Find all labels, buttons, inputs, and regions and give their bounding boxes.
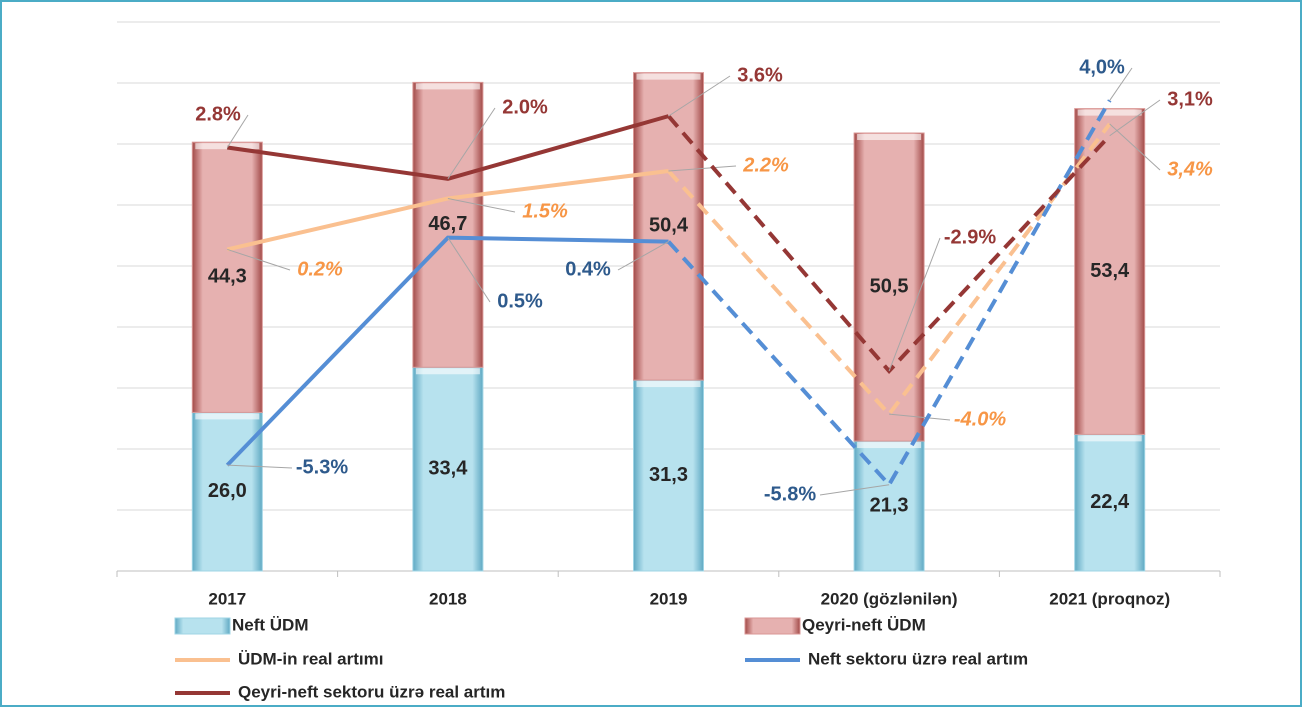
- legend-label: Qeyri-neft ÜDM: [802, 615, 926, 634]
- bar-value-label: 21,3: [870, 494, 909, 516]
- bar-bevel: [415, 83, 480, 90]
- line-value-label: 2.0%: [502, 96, 548, 118]
- line-value-label: -4.0%: [954, 408, 1006, 430]
- legend-swatch: [744, 617, 801, 635]
- bar-bevel: [415, 368, 480, 375]
- bar-value-label: 22,4: [1090, 491, 1130, 513]
- leader-line: [227, 464, 293, 469]
- bar-value-label: 50,4: [649, 215, 689, 237]
- leader-line: [1109, 67, 1133, 101]
- legend-label: ÜDM-in real artımı: [238, 649, 383, 668]
- x-tick-label: 2020 (gözlənilən): [821, 589, 958, 608]
- leader-line: [617, 241, 669, 271]
- line-value-label: 2.8%: [195, 103, 241, 125]
- leader-line: [668, 75, 731, 117]
- x-tick-label: 2018: [429, 589, 467, 608]
- leader-line: [447, 237, 491, 303]
- bar-segment: [1074, 433, 1146, 572]
- line-value-label: 1.5%: [522, 200, 568, 222]
- bar-value-label: 50,5: [870, 275, 909, 297]
- line-dashed: [667, 99, 1112, 489]
- legend-label: Qeyri-neft sektoru üzrə real artım: [238, 682, 505, 701]
- bar-bevel: [857, 442, 922, 449]
- leader-line: [447, 107, 496, 180]
- leader-line: [1109, 99, 1161, 137]
- leader-line: [819, 484, 890, 496]
- line-value-label: -5.8%: [764, 483, 816, 505]
- bar-value-label: 26,0: [208, 480, 247, 502]
- legend-swatch: [174, 617, 231, 635]
- leader-line: [227, 248, 291, 271]
- legend-label: Neft sektoru üzrə real artım: [808, 649, 1028, 668]
- bar-bevel: [195, 143, 260, 150]
- legend-label: Neft ÜDM: [232, 615, 309, 634]
- x-tick-label: 2017: [208, 589, 246, 608]
- bar-bevel: [1077, 109, 1142, 116]
- line-value-label: -2.9%: [944, 226, 996, 248]
- line-value-label: 0.2%: [297, 258, 343, 280]
- bar-value-label: 44,3: [208, 266, 247, 288]
- line-value-label: 3.6%: [737, 64, 783, 86]
- leader-line: [668, 165, 737, 172]
- x-tick-label: 2021 (proqnoz): [1049, 589, 1170, 608]
- bar-bevel: [636, 73, 701, 80]
- bar-segment: [412, 366, 484, 572]
- line-value-label: 3,4%: [1167, 158, 1213, 180]
- line-value-label: 0.5%: [497, 290, 543, 312]
- bar-value-label: 31,3: [649, 464, 688, 486]
- bar-segment: [633, 379, 704, 572]
- bar-value-label: 33,4: [428, 457, 468, 479]
- bar-bevel: [195, 413, 260, 420]
- leader-line: [888, 237, 941, 372]
- line: [226, 169, 669, 252]
- line-value-label: 3,1%: [1167, 88, 1213, 110]
- line-value-label: 4,0%: [1079, 56, 1125, 78]
- x-tick-label: 2019: [650, 589, 688, 608]
- bar-bevel: [636, 381, 701, 388]
- line-value-label: 2.2%: [742, 154, 789, 176]
- leader-line: [226, 114, 249, 148]
- bar-bevel: [1077, 435, 1142, 442]
- bar-segment: [412, 81, 484, 368]
- line-value-label: -5.3%: [296, 456, 348, 478]
- bar-value-label: 53,4: [1090, 260, 1130, 282]
- leader-line: [889, 413, 951, 421]
- leader-line: [447, 197, 516, 213]
- bar-segment: [853, 440, 925, 572]
- bar-segment: [191, 141, 263, 413]
- bar-bevel: [857, 134, 922, 141]
- line-value-label: 0.4%: [565, 258, 611, 280]
- leader-line: [1109, 123, 1161, 171]
- bar-value-label: 46,7: [428, 213, 467, 235]
